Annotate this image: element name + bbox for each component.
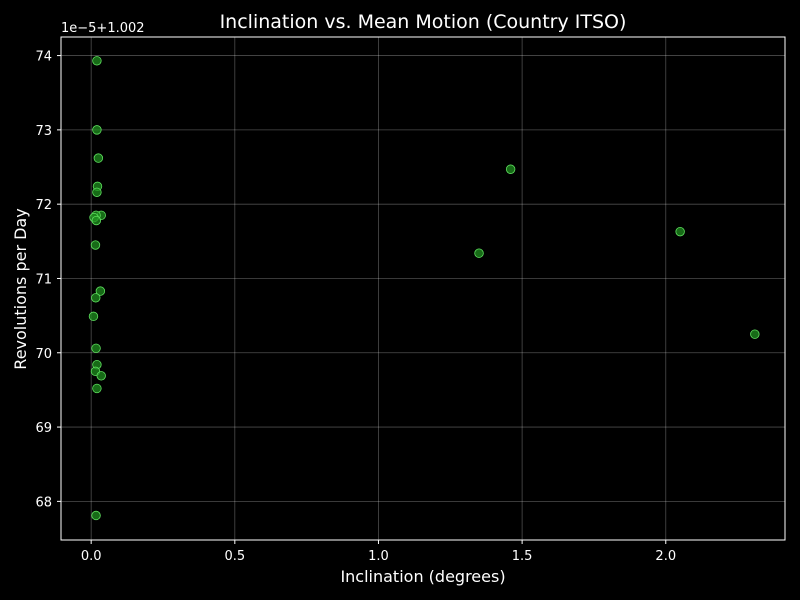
data-point	[91, 343, 101, 354]
data-point	[91, 510, 101, 521]
data-point	[91, 215, 102, 226]
data-point	[505, 164, 516, 174]
y-tick-label: 73	[35, 124, 52, 139]
y-axis-offset-label: 1e−5+1.002	[61, 21, 145, 36]
plot-area-frame	[60, 36, 786, 541]
y-tick-label: 71	[35, 272, 52, 287]
y-tick-label: 72	[35, 198, 52, 213]
data-point	[95, 286, 106, 296]
x-axis-label: Inclination (degrees)	[340, 567, 505, 586]
data-point	[92, 125, 102, 135]
data-point	[91, 293, 101, 303]
data-point	[92, 56, 102, 66]
x-tick-label: 0.0	[81, 549, 102, 564]
data-points	[88, 56, 760, 521]
data-point	[96, 371, 106, 381]
data-point	[93, 153, 104, 163]
data-point	[88, 311, 99, 322]
data-point	[474, 248, 484, 258]
y-tick-label: 70	[35, 347, 52, 362]
y-tick-label: 69	[35, 421, 52, 436]
data-point	[90, 240, 101, 250]
y-tick-label: 68	[35, 495, 52, 510]
x-tick-label: 1.0	[368, 549, 389, 564]
y-tick-label: 74	[35, 50, 52, 65]
data-point	[92, 187, 102, 197]
x-tick-label: 2.0	[655, 549, 676, 564]
data-point	[750, 329, 760, 339]
y-axis-label: Revolutions per Day	[11, 208, 30, 369]
chart-title: Inclination vs. Mean Motion (Country ITS…	[220, 11, 627, 33]
data-point	[675, 226, 685, 237]
x-tick-label: 1.5	[512, 549, 533, 564]
data-point	[92, 383, 102, 394]
x-tick-label: 0.5	[224, 549, 245, 564]
grid-lines	[61, 37, 785, 540]
axis-ticks: 0.0 0.5 1.0 1.5 2.0 68 69 70 71 72 73 74	[35, 50, 676, 564]
